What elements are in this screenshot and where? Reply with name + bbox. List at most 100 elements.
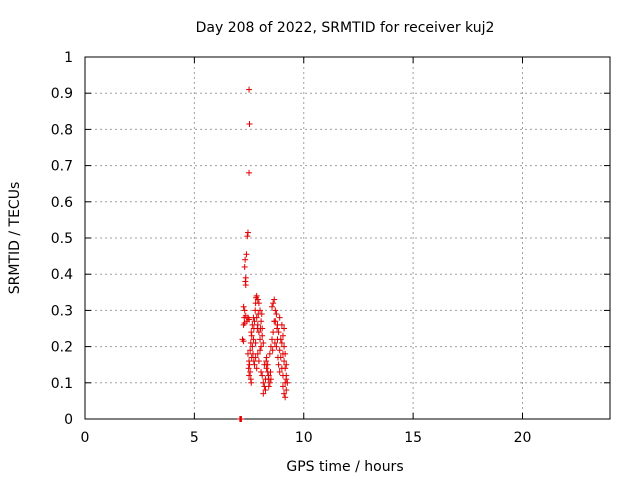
data-point xyxy=(266,350,273,357)
data-point xyxy=(247,376,254,383)
data-points xyxy=(236,86,291,422)
data-point xyxy=(241,307,248,314)
data-point xyxy=(276,368,283,375)
data-point xyxy=(250,350,256,357)
data-point xyxy=(261,361,268,368)
x-tick-label: 10 xyxy=(295,430,313,446)
data-point xyxy=(259,372,266,379)
data-point xyxy=(271,296,278,303)
data-point xyxy=(270,329,277,336)
data-point xyxy=(257,307,263,314)
data-point xyxy=(265,383,272,390)
data-point xyxy=(250,314,257,321)
data-point xyxy=(242,256,249,263)
data-point xyxy=(278,321,285,328)
data-point xyxy=(283,361,290,368)
data-point xyxy=(283,376,290,383)
data-point xyxy=(260,390,267,397)
data-point xyxy=(258,343,265,350)
data-point xyxy=(282,394,289,401)
data-point xyxy=(270,300,277,307)
data-point xyxy=(259,332,266,339)
data-point xyxy=(275,361,282,368)
data-point xyxy=(236,416,243,422)
data-point xyxy=(257,325,264,332)
data-point xyxy=(246,120,253,127)
data-point xyxy=(241,263,248,270)
data-point xyxy=(269,303,276,310)
data-point xyxy=(272,318,279,325)
y-tick-label: 0.4 xyxy=(51,267,73,283)
data-point xyxy=(273,343,280,350)
data-point xyxy=(272,307,279,314)
data-point xyxy=(258,368,265,375)
data-point xyxy=(250,336,257,343)
data-point xyxy=(249,343,256,350)
data-point xyxy=(281,325,288,332)
x-tick-label: 0 xyxy=(81,430,90,446)
data-point xyxy=(254,296,261,303)
data-point xyxy=(273,311,280,318)
data-point xyxy=(255,300,262,307)
data-point xyxy=(274,325,281,332)
data-point xyxy=(246,372,253,379)
data-point xyxy=(248,332,255,339)
data-point xyxy=(247,347,254,354)
data-point xyxy=(279,350,286,357)
data-point xyxy=(265,376,272,383)
data-point xyxy=(266,379,273,386)
data-point xyxy=(284,379,291,386)
data-point xyxy=(279,383,286,390)
data-point xyxy=(279,332,286,339)
data-point xyxy=(276,314,283,321)
data-point xyxy=(249,321,256,328)
data-point xyxy=(281,358,288,365)
data-point xyxy=(277,336,284,343)
data-point xyxy=(281,343,288,350)
data-point xyxy=(258,318,265,325)
data-point xyxy=(278,339,285,346)
x-tick-label: 5 xyxy=(190,430,199,446)
data-point xyxy=(244,229,251,236)
data-point xyxy=(258,311,265,318)
y-tick-label: 0.3 xyxy=(51,303,73,319)
data-point xyxy=(252,339,259,346)
data-point xyxy=(255,329,262,336)
x-tick-label: 15 xyxy=(404,430,422,446)
y-tick-label: 0.7 xyxy=(51,159,73,175)
data-point xyxy=(244,350,251,357)
x-tick-label: 20 xyxy=(514,430,532,446)
y-axis-label: SRMTID / TECUs xyxy=(7,182,23,295)
y-tick-label: 0 xyxy=(64,412,73,428)
y-tick-label: 0.6 xyxy=(51,195,73,211)
y-tick-label: 0.8 xyxy=(51,122,73,138)
data-point xyxy=(243,251,250,258)
data-point xyxy=(244,233,251,240)
data-point xyxy=(252,354,259,361)
data-point xyxy=(282,365,289,372)
data-point xyxy=(253,292,260,299)
data-point xyxy=(267,368,274,375)
data-point xyxy=(262,387,269,394)
data-point xyxy=(263,365,270,372)
data-point xyxy=(269,336,276,343)
data-point xyxy=(255,358,262,365)
data-point xyxy=(267,343,274,350)
data-point xyxy=(246,86,253,93)
grid-lines xyxy=(85,57,610,419)
data-point xyxy=(253,365,260,372)
data-point xyxy=(246,169,253,176)
chart-title: Day 208 of 2022, SRMTID for receiver kuj… xyxy=(196,20,495,36)
data-point xyxy=(263,358,270,365)
data-point xyxy=(247,368,254,375)
data-point xyxy=(246,361,253,368)
y-tick-label: 1 xyxy=(64,50,73,66)
data-point xyxy=(241,320,248,327)
y-tick-label: 0.1 xyxy=(51,376,73,392)
data-point xyxy=(250,358,257,365)
data-point xyxy=(257,336,263,343)
data-point xyxy=(240,303,247,310)
y-tick-label: 0.9 xyxy=(51,86,73,102)
data-point xyxy=(260,339,267,346)
data-point xyxy=(276,347,283,354)
